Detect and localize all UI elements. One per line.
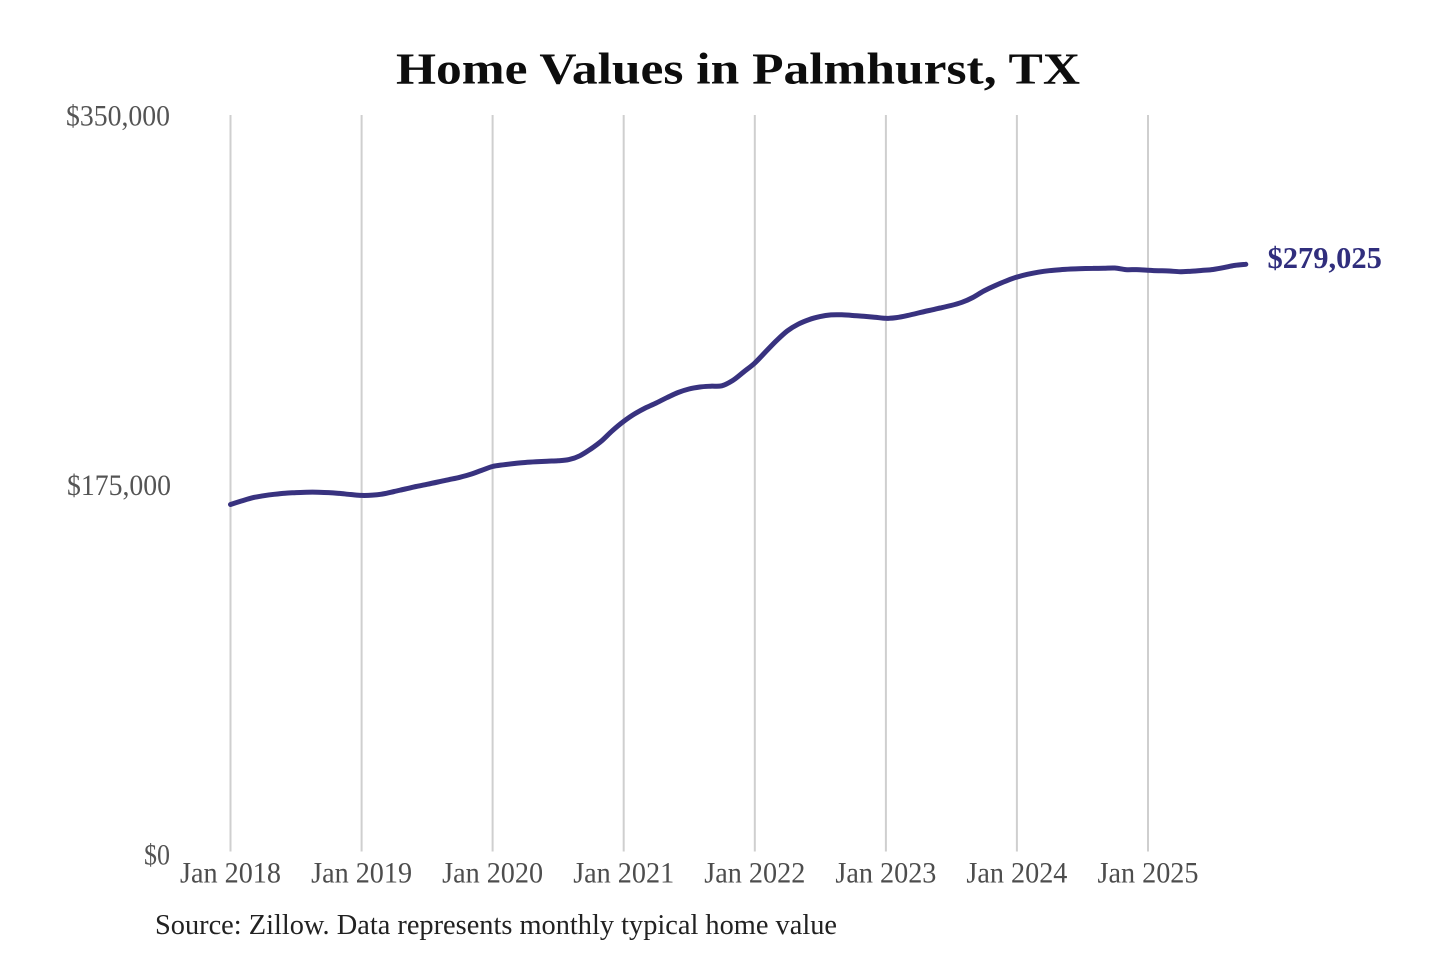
svg-text:$279,025: $279,025 [1268,241,1382,275]
svg-text:Jan 2018: Jan 2018 [180,857,281,889]
svg-text:Jan 2020: Jan 2020 [442,857,543,889]
svg-text:Jan 2025: Jan 2025 [1098,857,1199,889]
svg-text:Jan 2023: Jan 2023 [835,857,936,889]
svg-text:$175,000: $175,000 [67,469,171,502]
svg-text:Jan 2022: Jan 2022 [704,857,805,889]
svg-text:Home Values in Palmhurst, TX: Home Values in Palmhurst, TX [396,44,1080,93]
svg-text:$350,000: $350,000 [66,100,170,133]
svg-text:Jan 2024: Jan 2024 [966,857,1067,889]
svg-text:Jan 2019: Jan 2019 [311,857,412,889]
svg-text:Source: Zillow. Data represent: Source: Zillow. Data represents monthly … [155,909,837,941]
svg-text:$0: $0 [144,838,170,871]
svg-text:Jan 2021: Jan 2021 [573,857,674,889]
